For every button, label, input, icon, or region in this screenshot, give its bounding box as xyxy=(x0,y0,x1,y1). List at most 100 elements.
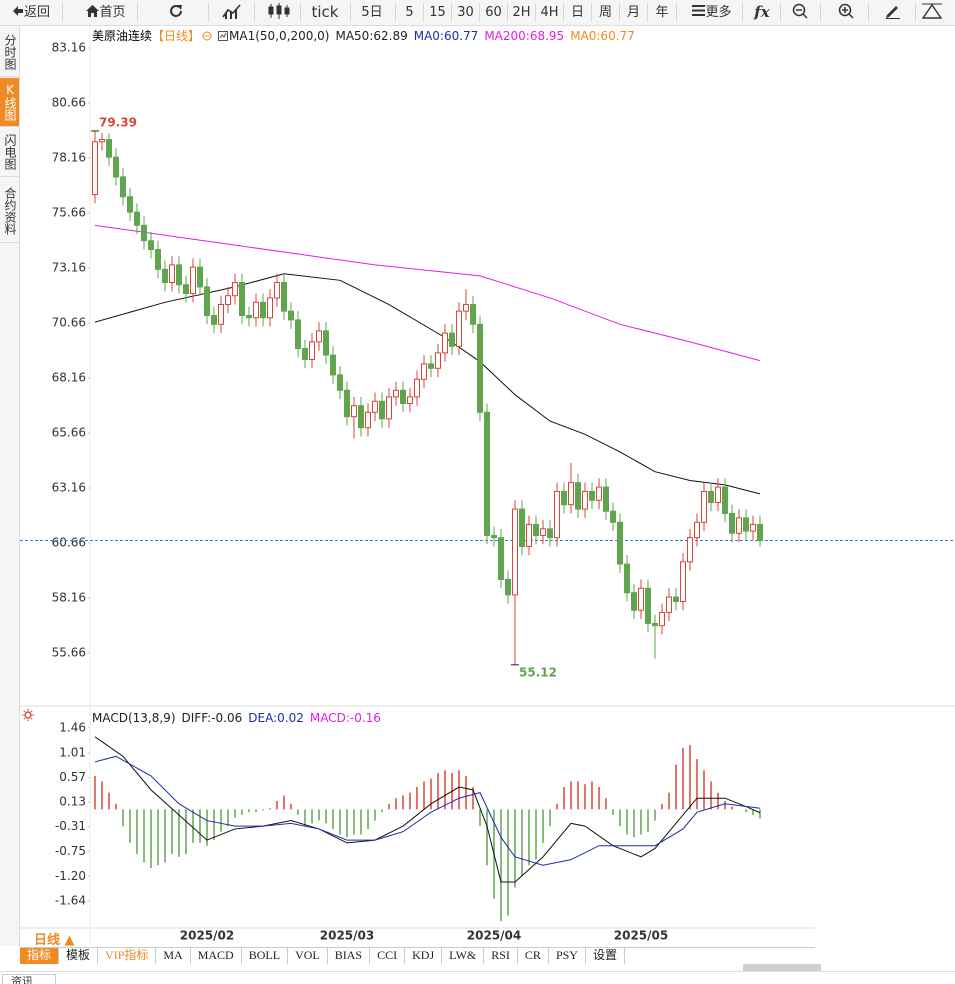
indicator-tab[interactable]: CR xyxy=(518,948,549,964)
candle-body xyxy=(106,139,112,158)
candle-body xyxy=(113,156,119,178)
toolbar-button[interactable]: 日 xyxy=(570,5,584,20)
y-tick-label: 68.16 xyxy=(52,370,86,384)
toolbar-button[interactable]: 15 xyxy=(429,5,446,20)
pen-icon xyxy=(886,6,900,19)
zoom-in-button[interactable] xyxy=(834,0,858,25)
candle-body xyxy=(232,282,238,297)
indicator-tab[interactable]: RSI xyxy=(484,948,518,964)
macd-line xyxy=(94,736,761,883)
candle-body xyxy=(575,482,581,510)
y-tick-label: 65.66 xyxy=(52,425,86,439)
candle-button[interactable] xyxy=(266,0,292,25)
zoom-out-button[interactable] xyxy=(788,0,812,25)
candle-body xyxy=(484,411,490,536)
candle-body xyxy=(344,389,350,418)
shape-button[interactable] xyxy=(920,0,944,25)
more-button[interactable]: 更多 xyxy=(686,0,738,25)
candle-body xyxy=(666,596,672,613)
x-tick-label: 2025/02 xyxy=(180,929,234,943)
toolbar-button[interactable]: 30 xyxy=(457,5,474,20)
candle-body xyxy=(134,211,140,226)
candle-body xyxy=(351,405,357,418)
candle-body xyxy=(631,592,637,611)
candle-body xyxy=(225,295,231,306)
candle-body xyxy=(505,578,511,596)
period-selector[interactable]: 日线 ▲ xyxy=(34,933,75,948)
period-icon[interactable] xyxy=(202,31,212,41)
candle-body xyxy=(673,596,679,602)
instrument-name: 美原油连续 xyxy=(92,29,153,43)
candle-body xyxy=(736,517,742,534)
candle-body xyxy=(316,330,322,343)
high-label: 79.39 xyxy=(99,115,137,129)
scrollbar[interactable] xyxy=(743,964,821,971)
indicator-tab[interactable]: VOL xyxy=(288,948,328,964)
candle-body xyxy=(386,396,392,420)
y-tick-label: 1.46 xyxy=(59,720,86,734)
toolbar-button[interactable]: 5日 xyxy=(361,5,383,20)
candle-body xyxy=(372,400,378,413)
indicator-tab[interactable]: 设置 xyxy=(586,948,625,964)
macd-line xyxy=(94,755,761,866)
chart-icon xyxy=(222,4,241,19)
candle-body xyxy=(99,139,105,143)
toolbar-button[interactable]: 月 xyxy=(626,5,640,20)
toolbar-button[interactable]: 周 xyxy=(598,5,612,20)
candle-body xyxy=(561,490,567,506)
refresh-button[interactable] xyxy=(160,0,192,25)
indicator-tab[interactable]: 指标 xyxy=(20,948,60,964)
toolbar-button[interactable]: 4H xyxy=(540,5,559,20)
y-tick-label: 60.66 xyxy=(52,535,86,549)
candle-body xyxy=(169,264,175,284)
candle-body xyxy=(253,301,259,319)
indicator-tab[interactable]: KDJ xyxy=(405,948,443,964)
indicator-tab[interactable]: BOLL xyxy=(242,948,289,964)
button-label: 首页 xyxy=(99,5,126,20)
indicator-tab[interactable]: VIP指标 xyxy=(98,948,157,964)
candle-body xyxy=(281,282,287,312)
candle-body xyxy=(701,490,707,523)
candle-body xyxy=(141,224,147,242)
toolbar-button[interactable]: tick xyxy=(311,3,339,21)
indicator-tab[interactable]: BIAS xyxy=(328,948,371,964)
indicator-tab[interactable]: 模板 xyxy=(59,948,99,964)
home-button[interactable]: 首页 xyxy=(82,0,130,25)
side-tab[interactable]: 闪电图 xyxy=(0,128,19,177)
candle-body xyxy=(260,301,266,319)
side-tab[interactable]: 分时图 xyxy=(0,28,19,77)
candle-body xyxy=(393,389,399,398)
indicator-tab[interactable]: LW& xyxy=(442,948,485,964)
candle-body xyxy=(519,508,525,547)
side-tab[interactable]: K线图 xyxy=(0,78,19,127)
candle-body xyxy=(190,266,196,295)
back-button[interactable]: 返回 xyxy=(4,0,58,25)
toolbar-button[interactable]: 年 xyxy=(655,5,669,20)
toolbar-button[interactable]: 2H xyxy=(512,5,531,20)
indicator-tab[interactable]: MACD xyxy=(191,948,242,964)
toolbar-button[interactable]: 5 xyxy=(405,5,414,20)
formula-button[interactable]: fx xyxy=(754,3,770,21)
footer-tab[interactable]: 资讯 xyxy=(2,974,56,984)
y-tick-label: -0.75 xyxy=(55,844,86,858)
chart: 83.16 80.66 78.16 75.66 73.16 70.66 68.16 65.66… xyxy=(20,26,955,945)
candle-body xyxy=(274,282,280,299)
chart-type-button[interactable] xyxy=(220,0,244,25)
candle-body xyxy=(295,319,301,350)
candle-body xyxy=(176,264,182,286)
candle-body xyxy=(428,363,434,369)
macd-settings-icon[interactable] xyxy=(22,709,34,721)
y-tick-label: -1.64 xyxy=(55,893,86,907)
low-label: 55.12 xyxy=(519,665,557,679)
indicator-tab[interactable]: CCI xyxy=(370,948,406,964)
candle-body xyxy=(715,486,721,503)
side-tab[interactable]: 合约资料 xyxy=(0,180,19,243)
toolbar-button[interactable]: 60 xyxy=(485,5,502,20)
indicator-tab[interactable]: PSY xyxy=(549,948,586,964)
period-label[interactable]: 【日线】 xyxy=(152,29,201,43)
indicator-icon[interactable] xyxy=(218,30,229,41)
candle-body xyxy=(337,374,343,391)
indicator-tab[interactable]: MA xyxy=(156,948,191,964)
candle-body xyxy=(568,482,574,506)
draw-button[interactable] xyxy=(881,0,905,25)
